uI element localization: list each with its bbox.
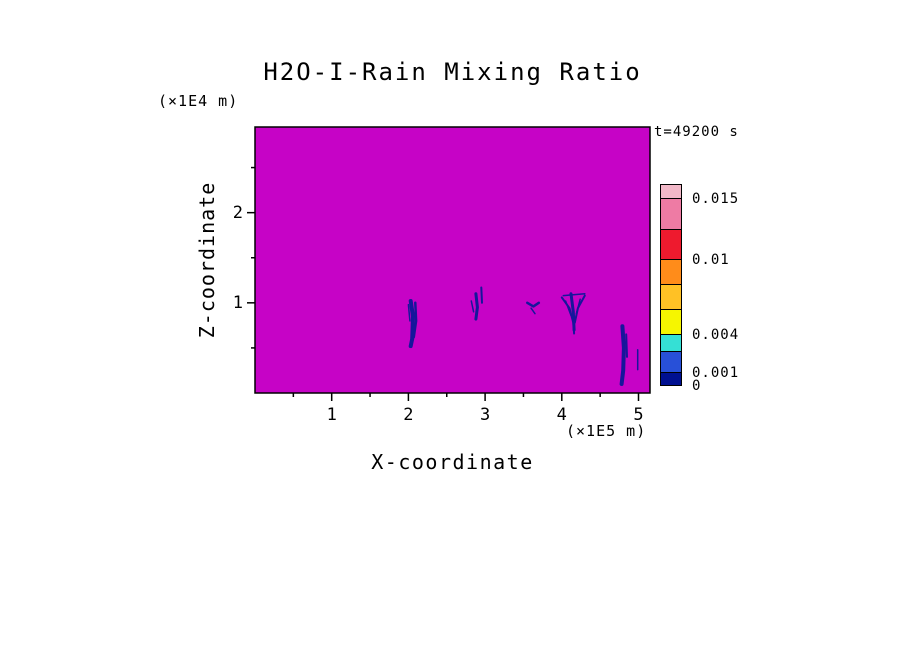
colorbar-segment (660, 198, 682, 230)
x-axis-unit: (×1E5 m) (566, 422, 647, 440)
x-axis-label: X-coordinate (371, 450, 534, 474)
colorbar-label: 0.01 (692, 252, 730, 268)
colorbar-segment (660, 184, 682, 199)
plot-canvas (247, 126, 651, 401)
x-tick-label: 2 (403, 405, 414, 425)
x-tick-label: 4 (556, 405, 567, 425)
colorbar-label: 0.001 (692, 365, 740, 381)
x-tick-label: 1 (326, 405, 337, 425)
colorbar-segment (660, 259, 682, 285)
colorbar-segment (660, 351, 682, 373)
colorbar-segment (660, 284, 682, 310)
colorbar-label: 0.004 (692, 327, 740, 343)
colorbar-label: 0.015 (692, 191, 740, 207)
colorbar-segment (660, 309, 682, 335)
plot-area: 1 2 3 4 5 1 2 (233, 120, 665, 425)
x-tick-label: 5 (633, 405, 644, 425)
plot-title: H2O-I-Rain Mixing Ratio (263, 58, 642, 86)
x-tick-label: 3 (479, 405, 491, 425)
colorbar-label: 0 (692, 378, 702, 394)
z-tick-label: 2 (232, 202, 243, 223)
colorbar: 0.015 0.01 0.004 0.001 0 (660, 184, 790, 394)
time-annotation: t=49200 s (654, 124, 739, 140)
z-axis-unit: (×1E4 m) (158, 92, 239, 110)
z-tick-label: 1 (232, 292, 243, 313)
colorbar-segment (660, 334, 682, 352)
colorbar-segment (660, 229, 682, 260)
z-axis-label: Z-coordinate (195, 181, 219, 339)
colorbar-segment (660, 372, 682, 386)
